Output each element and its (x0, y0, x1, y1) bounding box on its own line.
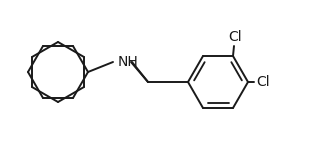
Text: Cl: Cl (228, 30, 242, 44)
Text: NH: NH (118, 55, 139, 69)
Text: Cl: Cl (256, 75, 270, 89)
